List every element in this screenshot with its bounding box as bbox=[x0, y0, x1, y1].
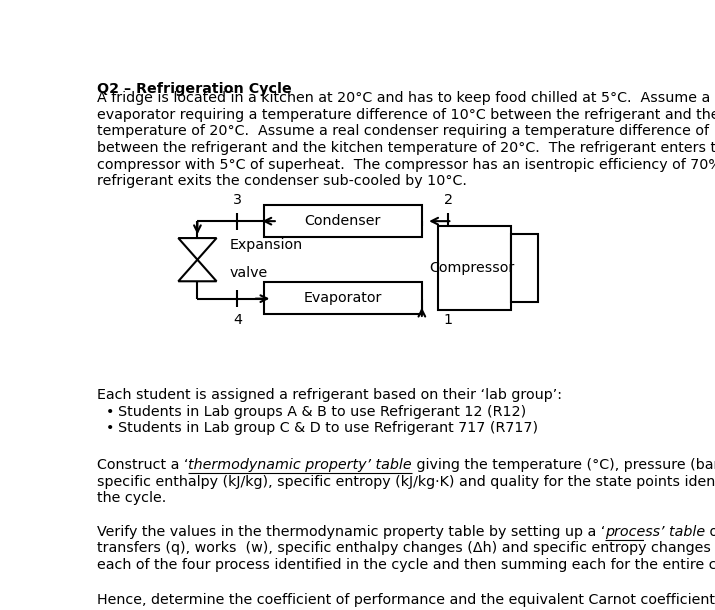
Text: temperature of 20°C.  Assume a real condenser requiring a temperature difference: temperature of 20°C. Assume a real conde… bbox=[97, 124, 715, 138]
Text: Hence, determine the coefficient of performance and the equivalent Carnot coeffi: Hence, determine the coefficient of perf… bbox=[97, 593, 715, 607]
Text: of heat: of heat bbox=[705, 525, 715, 539]
Text: A fridge is located in a kitchen at 20°C and has to keep food chilled at 5°C.  A: A fridge is located in a kitchen at 20°C… bbox=[97, 91, 715, 105]
Bar bbox=[264, 205, 422, 237]
Text: Evaporator: Evaporator bbox=[304, 291, 382, 305]
Bar bbox=[438, 226, 511, 310]
Text: 4: 4 bbox=[233, 313, 242, 327]
Text: refrigerant exits the condenser sub-cooled by 10°C.: refrigerant exits the condenser sub-cool… bbox=[97, 174, 466, 188]
Text: Each student is assigned a refrigerant based on their ‘lab group’:: Each student is assigned a refrigerant b… bbox=[97, 388, 561, 402]
Text: evaporator requiring a temperature difference of 10°C between the refrigerant an: evaporator requiring a temperature diffe… bbox=[97, 108, 715, 122]
Text: 2: 2 bbox=[444, 193, 453, 207]
Bar bbox=[264, 282, 422, 314]
Text: thermodynamic property’ table: thermodynamic property’ table bbox=[188, 458, 412, 472]
Text: •: • bbox=[106, 422, 114, 436]
Text: Students in Lab groups A & B to use Refrigerant 12 (R12): Students in Lab groups A & B to use Refr… bbox=[118, 404, 526, 418]
Text: Q2 – Refrigeration Cycle: Q2 – Refrigeration Cycle bbox=[97, 82, 291, 96]
Text: the cycle.: the cycle. bbox=[97, 491, 166, 505]
Text: Condenser: Condenser bbox=[305, 214, 381, 228]
Bar bbox=[511, 234, 538, 303]
Text: specific enthalpy (kJ/kg), specific entropy (kJ/kg·K) and quality for the state : specific enthalpy (kJ/kg), specific entr… bbox=[97, 475, 715, 489]
Text: Verify the values in the thermodynamic property table by setting up a ‘: Verify the values in the thermodynamic p… bbox=[97, 525, 605, 539]
Text: Students in Lab group C & D to use Refrigerant 717 (R717): Students in Lab group C & D to use Refri… bbox=[118, 422, 538, 436]
Text: compressor with 5°C of superheat.  The compressor has an isentropic efficiency o: compressor with 5°C of superheat. The co… bbox=[97, 158, 715, 172]
Text: 1: 1 bbox=[444, 313, 453, 327]
Text: 3: 3 bbox=[233, 193, 242, 207]
Text: process’ table: process’ table bbox=[605, 525, 705, 539]
Text: transfers (q), works  (w), specific enthalpy changes (Δh) and specific entropy c: transfers (q), works (w), specific entha… bbox=[97, 541, 715, 555]
Text: Construct a ‘: Construct a ‘ bbox=[97, 458, 188, 472]
Text: valve: valve bbox=[230, 266, 268, 280]
Text: each of the four process identified in the cycle and then summing each for the e: each of the four process identified in t… bbox=[97, 558, 715, 572]
Text: giving the temperature (°C), pressure (bar),: giving the temperature (°C), pressure (b… bbox=[412, 458, 715, 472]
Text: Compressor: Compressor bbox=[429, 261, 514, 275]
Text: Expansion: Expansion bbox=[230, 238, 302, 252]
Text: between the refrigerant and the kitchen temperature of 20°C.  The refrigerant en: between the refrigerant and the kitchen … bbox=[97, 141, 715, 155]
Text: •: • bbox=[106, 404, 114, 418]
